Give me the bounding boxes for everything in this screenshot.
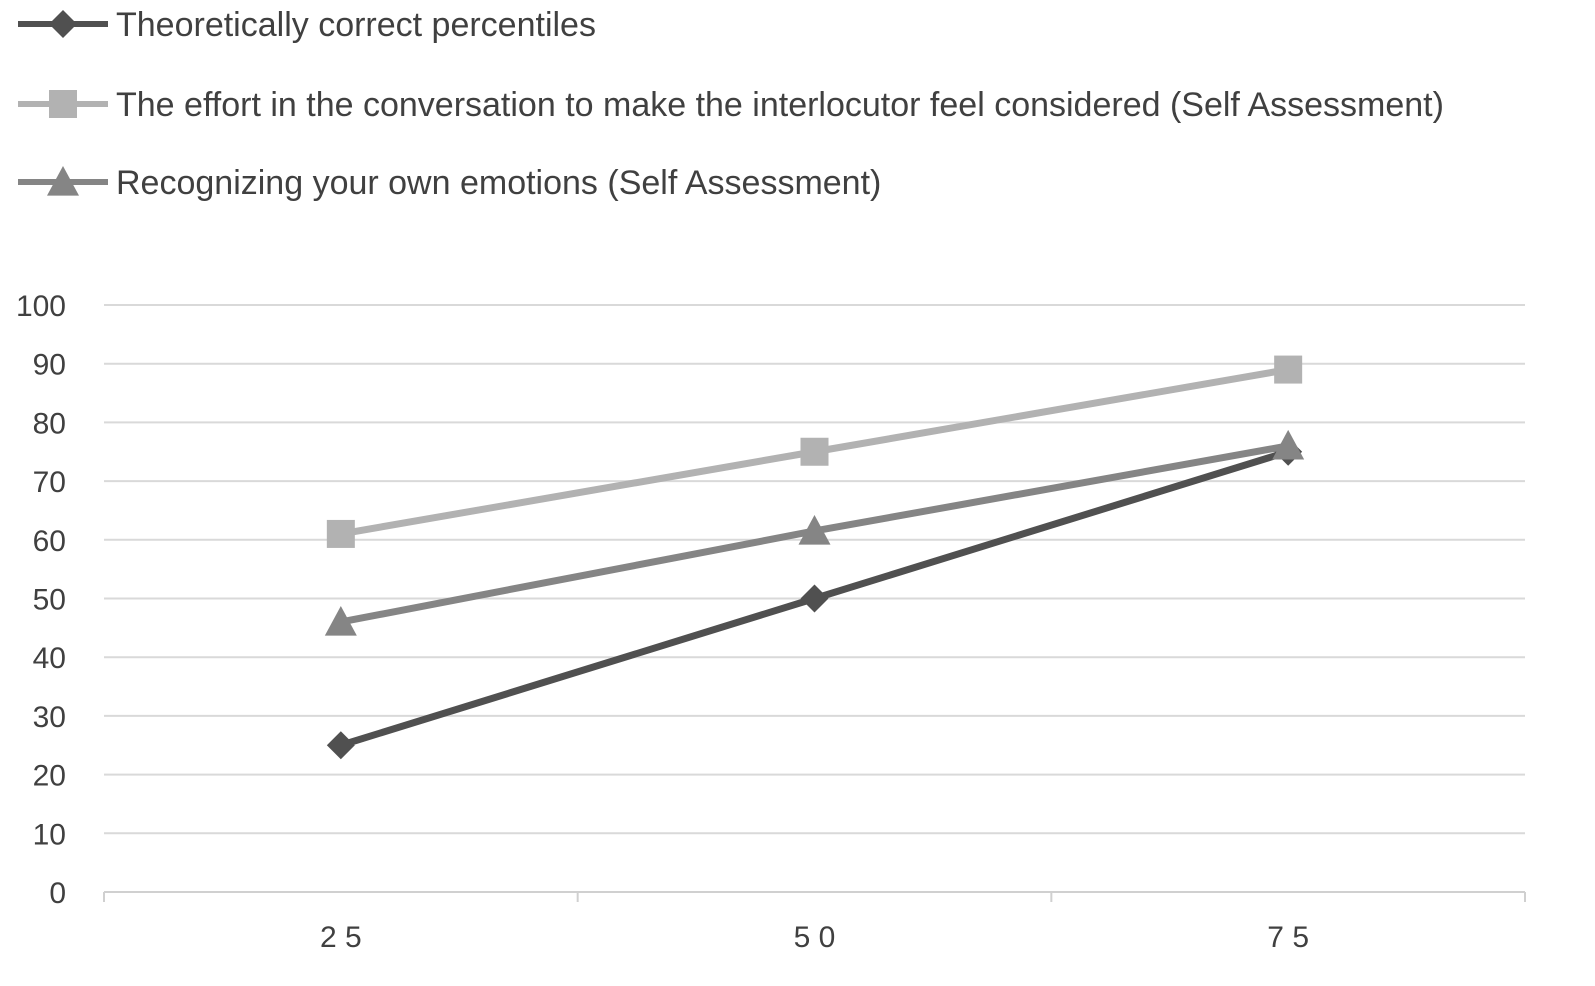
data-point bbox=[1272, 429, 1305, 460]
x-tick-label: 5 0 bbox=[794, 921, 836, 954]
data-point bbox=[798, 514, 831, 545]
y-tick-label: 100 bbox=[16, 290, 66, 323]
y-tick-label: 40 bbox=[33, 642, 66, 675]
y-tick-label: 80 bbox=[33, 407, 66, 440]
data-point bbox=[326, 731, 355, 760]
x-axis-ticks: 2 5 5 0 7 5 bbox=[320, 921, 1309, 954]
y-tick-label: 30 bbox=[33, 701, 66, 734]
data-point bbox=[800, 584, 829, 613]
legend: Theoretically correct percentiles The eff… bbox=[18, 6, 1444, 202]
gridlines bbox=[104, 304, 1525, 835]
legend-diamond-marker bbox=[49, 10, 77, 38]
y-tick-label: 60 bbox=[33, 525, 66, 558]
y-tick-label: 0 bbox=[49, 877, 66, 910]
data-point bbox=[326, 519, 355, 548]
y-tick-label: 20 bbox=[33, 760, 66, 793]
axes bbox=[103, 891, 1526, 902]
legend-label: Recognizing your own emotions (Self Asse… bbox=[116, 164, 881, 202]
legend-label: Theoretically correct percentiles bbox=[116, 6, 596, 44]
legend-square-marker bbox=[49, 90, 77, 118]
y-axis-ticks: 0 10 20 30 40 50 60 70 80 90 100 bbox=[16, 290, 66, 910]
x-tick-label: 7 5 bbox=[1267, 921, 1309, 954]
y-tick-label: 50 bbox=[33, 584, 66, 617]
series-1 bbox=[326, 355, 1303, 548]
legend-label: The effort in the conversation to make t… bbox=[116, 86, 1444, 124]
data-point bbox=[324, 605, 357, 636]
x-tick-label: 2 5 bbox=[320, 921, 362, 954]
data-point bbox=[800, 437, 829, 466]
series-group bbox=[324, 355, 1305, 760]
data-point bbox=[1274, 355, 1303, 384]
y-tick-label: 10 bbox=[33, 818, 66, 851]
legend-triangle-marker bbox=[47, 166, 79, 196]
series-2 bbox=[324, 429, 1305, 636]
y-tick-label: 70 bbox=[33, 466, 66, 499]
y-tick-label: 90 bbox=[33, 349, 66, 382]
